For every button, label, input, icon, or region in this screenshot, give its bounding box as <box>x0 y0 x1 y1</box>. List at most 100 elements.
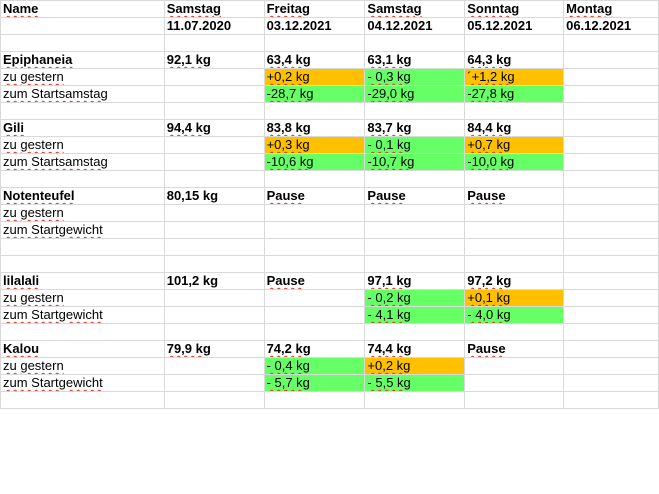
cell-day2[interactable] <box>364 255 466 273</box>
cell-start[interactable]: 79,9 kg <box>163 340 265 358</box>
cell-name[interactable] <box>0 323 165 341</box>
cell-day2[interactable]: - 0,2 kg <box>364 289 466 307</box>
cell-name[interactable]: zu gestern <box>0 136 165 154</box>
cell-day4[interactable] <box>563 85 659 103</box>
cell-day1[interactable]: -10,6 kg <box>263 153 366 171</box>
cell-start[interactable]: 11.07.2020 <box>163 17 265 35</box>
cell-start[interactable]: 80,15 kg <box>163 187 265 205</box>
cell-day4[interactable] <box>563 306 659 324</box>
cell-day3[interactable]: ´+1,2 kg <box>464 68 565 86</box>
cell-day1[interactable] <box>263 306 366 324</box>
cell-day3[interactable] <box>464 34 565 52</box>
cell-name[interactable]: zum Startgewicht <box>0 374 165 392</box>
cell-day2[interactable]: Samstag <box>364 0 466 18</box>
cell-day4[interactable] <box>563 34 659 52</box>
cell-day3[interactable]: Pause <box>464 340 565 358</box>
cell-day1[interactable] <box>263 238 366 256</box>
cell-name[interactable]: zum Startgewicht <box>0 306 165 324</box>
cell-day1[interactable] <box>263 221 366 239</box>
cell-day2[interactable]: 74,4 kg <box>364 340 466 358</box>
cell-name[interactable]: Name <box>0 0 165 18</box>
cell-day2[interactable]: - 0,1 kg <box>364 136 466 154</box>
cell-start[interactable] <box>163 204 265 222</box>
cell-day4[interactable] <box>563 204 659 222</box>
cell-name[interactable] <box>0 255 165 273</box>
cell-day3[interactable] <box>464 170 565 188</box>
cell-name[interactable]: Notenteufel <box>0 187 165 205</box>
cell-name[interactable]: Gili <box>0 119 165 137</box>
cell-start[interactable] <box>163 323 265 341</box>
cell-day1[interactable]: -28,7 kg <box>263 85 366 103</box>
cell-day3[interactable]: +0,7 kg <box>464 136 565 154</box>
cell-day1[interactable]: Pause <box>263 272 366 290</box>
cell-day3[interactable]: Sonntag <box>464 0 565 18</box>
cell-day3[interactable]: 05.12.2021 <box>464 17 565 35</box>
cell-name[interactable]: zu gestern <box>0 289 165 307</box>
cell-day3[interactable] <box>464 255 565 273</box>
cell-day4[interactable] <box>563 323 659 341</box>
cell-day3[interactable] <box>464 323 565 341</box>
cell-day4[interactable] <box>563 391 659 409</box>
cell-day3[interactable] <box>464 391 565 409</box>
cell-day4[interactable]: Montag <box>563 0 659 18</box>
cell-day4[interactable]: 06.12.2021 <box>563 17 659 35</box>
cell-start[interactable] <box>163 68 265 86</box>
cell-start[interactable] <box>163 289 265 307</box>
cell-day2[interactable]: Pause <box>364 187 466 205</box>
cell-day3[interactable]: - 4,0 kg <box>464 306 565 324</box>
cell-day4[interactable] <box>563 238 659 256</box>
cell-name[interactable]: lilalali <box>0 272 165 290</box>
cell-start[interactable]: 92,1 kg <box>163 51 265 69</box>
cell-start[interactable] <box>163 136 265 154</box>
cell-name[interactable]: zu gestern <box>0 357 165 375</box>
cell-name[interactable] <box>0 102 165 120</box>
cell-day1[interactable] <box>263 170 366 188</box>
cell-day3[interactable]: Pause <box>464 187 565 205</box>
cell-name[interactable] <box>0 391 165 409</box>
cell-day1[interactable] <box>263 289 366 307</box>
cell-day4[interactable] <box>563 357 659 375</box>
cell-start[interactable] <box>163 85 265 103</box>
cell-day4[interactable] <box>563 374 659 392</box>
cell-day2[interactable]: - 4,1 kg <box>364 306 466 324</box>
cell-start[interactable] <box>163 170 265 188</box>
cell-start[interactable]: 94,4 kg <box>163 119 265 137</box>
cell-day1[interactable]: - 5,7 kg <box>263 374 366 392</box>
cell-start[interactable] <box>163 34 265 52</box>
cell-day2[interactable] <box>364 391 466 409</box>
cell-name[interactable]: Kalou <box>0 340 165 358</box>
cell-day3[interactable] <box>464 357 565 375</box>
cell-day2[interactable]: +0,2 kg <box>364 357 466 375</box>
cell-day3[interactable] <box>464 221 565 239</box>
cell-day4[interactable] <box>563 153 659 171</box>
cell-day2[interactable]: -10,7 kg <box>364 153 466 171</box>
cell-day2[interactable]: - 0,3 kg <box>364 68 466 86</box>
cell-day1[interactable]: Freitag <box>263 0 366 18</box>
cell-day3[interactable] <box>464 238 565 256</box>
cell-day1[interactable]: 83,8 kg <box>263 119 366 137</box>
cell-day1[interactable] <box>263 391 366 409</box>
cell-day2[interactable]: - 5,5 kg <box>364 374 466 392</box>
cell-day4[interactable] <box>563 340 659 358</box>
cell-day3[interactable]: 64,3 kg <box>464 51 565 69</box>
cell-day3[interactable]: -10,0 kg <box>464 153 565 171</box>
cell-day3[interactable] <box>464 374 565 392</box>
cell-day1[interactable]: - 0,4 kg <box>263 357 366 375</box>
cell-name[interactable] <box>0 238 165 256</box>
cell-day1[interactable] <box>263 34 366 52</box>
cell-start[interactable] <box>163 238 265 256</box>
cell-start[interactable] <box>163 374 265 392</box>
cell-day1[interactable] <box>263 323 366 341</box>
cell-start[interactable]: 101,2 kg <box>163 272 265 290</box>
cell-day1[interactable]: Pause <box>263 187 366 205</box>
cell-day4[interactable] <box>563 102 659 120</box>
cell-start[interactable] <box>163 306 265 324</box>
cell-day4[interactable] <box>563 272 659 290</box>
cell-start[interactable] <box>163 153 265 171</box>
cell-name[interactable]: zum Startsamstag <box>0 85 165 103</box>
cell-day2[interactable]: 04.12.2021 <box>364 17 466 35</box>
cell-day2[interactable]: -29,0 kg <box>364 85 466 103</box>
cell-day4[interactable] <box>563 170 659 188</box>
cell-day4[interactable] <box>563 136 659 154</box>
cell-day3[interactable]: +0,1 kg <box>464 289 565 307</box>
